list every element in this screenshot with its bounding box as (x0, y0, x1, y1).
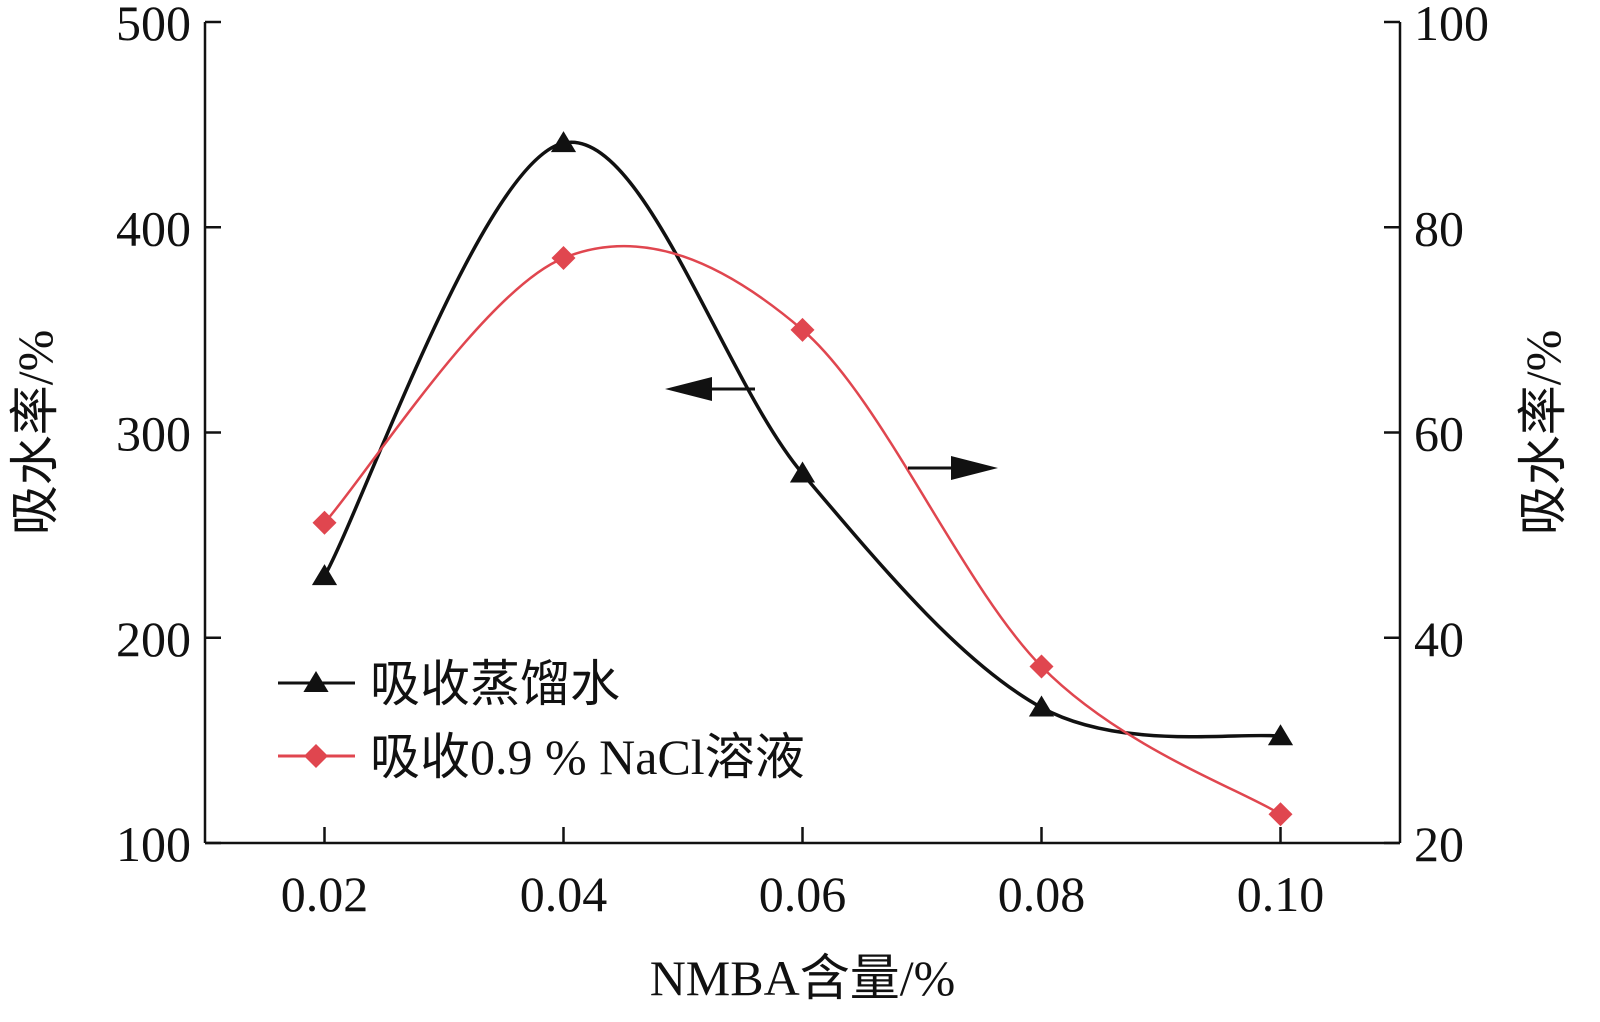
y-right-tick-label: 100 (1414, 0, 1489, 51)
series-2 (312, 244, 1293, 827)
x-tick-label: 0.08 (998, 866, 1086, 922)
x-tick-label: 0.02 (281, 866, 369, 922)
y-axis-left-title: 吸水率/% (7, 330, 63, 536)
series-1 (311, 131, 1294, 746)
right-arrow-head (951, 456, 998, 480)
data-point-triangle (550, 131, 577, 153)
x-tick-label: 0.06 (759, 866, 847, 922)
data-point-triangle (1028, 695, 1055, 717)
data-point-diamond (312, 510, 337, 535)
x-tick-label: 0.04 (520, 866, 608, 922)
legend-marker-triangle (303, 671, 329, 692)
y-left-tick-label: 300 (116, 406, 191, 462)
data-point-triangle (311, 564, 338, 586)
y-right-tick-label: 40 (1414, 611, 1464, 667)
legend-item-2: 吸收0.9 % NaCl溶液 (278, 729, 805, 785)
data-point-diamond (1268, 802, 1293, 827)
data-point-triangle (1267, 724, 1294, 746)
y-left-tick-label: 200 (116, 611, 191, 667)
x-axis-title: NMBA含量/% (650, 950, 956, 1006)
data-point-triangle (789, 461, 816, 483)
legend-item-1: 吸收蒸馏水 (278, 656, 620, 712)
series-layer (311, 131, 1294, 827)
left-arrow-head (665, 377, 712, 401)
y-left-tick-label: 400 (116, 200, 191, 256)
series-line (322, 140, 1281, 739)
legend-label: 吸收0.9 % NaCl溶液 (370, 729, 805, 785)
legend-label: 吸收蒸馏水 (370, 656, 620, 712)
y-left-tick-label: 500 (116, 0, 191, 51)
y-right-tick-label: 20 (1414, 816, 1464, 872)
ticks: 0.02 0.04 0.06 0.08 0.10 100 200 300 400 500 20 40 6… (116, 0, 1489, 922)
y-right-tick-label: 60 (1414, 406, 1464, 462)
y-axis-right-title: 吸水率/% (1515, 330, 1571, 536)
axis-titles: NMBA含量/% 吸水率/% 吸水率/% (7, 330, 1571, 1006)
x-tick-label: 0.10 (1237, 866, 1325, 922)
y-right-tick-label: 80 (1414, 200, 1464, 256)
axis-arrows (665, 377, 998, 480)
axes (203, 22, 1402, 845)
data-point-diamond (790, 317, 815, 342)
y-left-tick-label: 100 (116, 816, 191, 872)
legend-marker-diamond (304, 744, 328, 768)
data-point-diamond (1029, 654, 1054, 679)
data-point-diamond (551, 246, 576, 271)
